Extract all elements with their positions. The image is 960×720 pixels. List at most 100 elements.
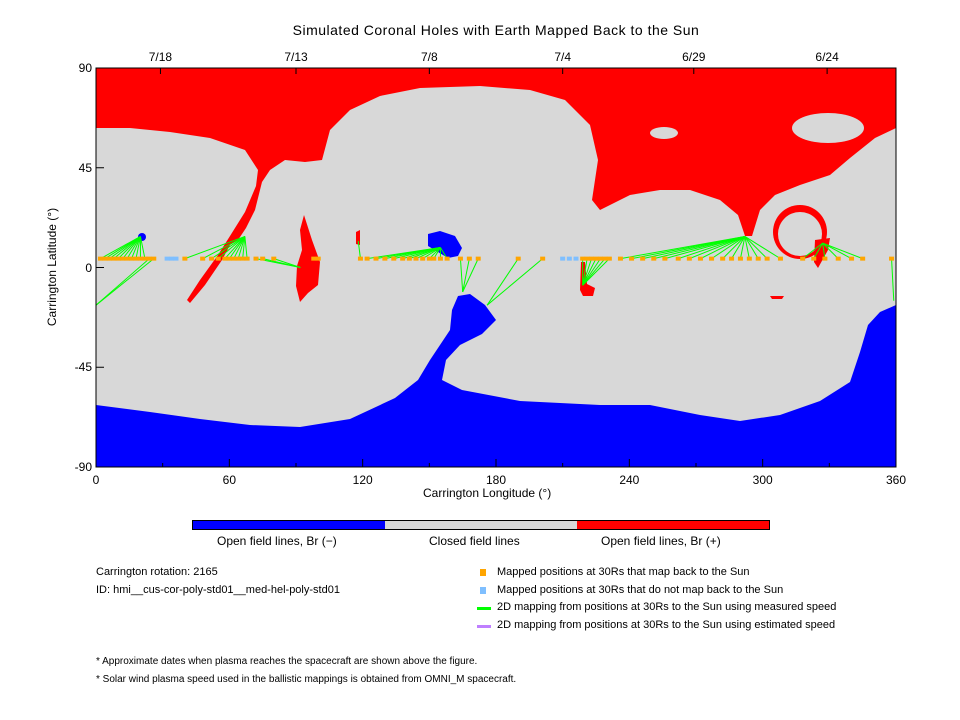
unmapped-point [566,256,572,261]
y-axis-label: Carrington Latitude (°) [45,207,59,327]
mapped-point [746,256,752,261]
mapped-point [889,256,895,261]
mapped-point [271,256,277,261]
positive-open-region [580,262,595,296]
y-tick-label: 45 [78,160,92,175]
mapping-line [459,258,464,292]
mapped-point [111,256,117,261]
mapped-point [222,256,228,261]
mapping-line [117,236,141,259]
mapping-line [462,258,470,292]
mapped-point [640,256,646,261]
mapped-point [426,256,432,261]
mapped-point [200,256,206,261]
colorbar-closed [385,521,577,529]
mapping-line [582,258,597,286]
legend-mapped-label: Mapped positions at 30Rs that map back t… [497,566,750,578]
closed-bubble [792,113,864,143]
mapping-line [582,258,606,286]
mapped-point [137,256,143,261]
mapped-point [729,256,735,261]
mapping-line [744,236,750,259]
mapped-point [124,256,130,261]
mapping-line [822,242,839,259]
legend-unmapped-label: Mapped positions at 30Rs that do not map… [497,584,784,596]
positive-open-region [770,296,784,299]
mapped-point [226,256,232,261]
mapped-point [457,256,463,261]
x-tick-label: 60 [222,473,236,487]
mapping-line [678,235,746,260]
mapped-point [209,256,215,261]
unmapped-point [560,256,566,261]
mapping-line [244,236,248,259]
date-label: 6/24 [815,50,839,64]
mapping-line [486,258,519,306]
mapped-point [617,256,623,261]
mapping-line [462,258,479,293]
mapped-point [97,256,103,261]
y-tick-label: 0 [85,260,92,275]
unmapped-point [173,256,179,261]
mapped-point [755,256,761,261]
mapping-line [357,240,361,259]
colorbar-label-negative: Open field lines, Br (−) [217,534,337,548]
mapping-line [135,236,141,259]
mapped-point [835,256,841,261]
mapped-point [737,256,743,261]
mapped-point [466,256,472,261]
mapped-point [115,256,121,261]
closed-bubble [778,212,822,256]
mapped-point [584,256,590,261]
mapping-line [689,236,746,260]
colorbar-negative [193,521,385,529]
closed-bubble [650,127,678,139]
mapping-line [211,236,246,260]
mapped-point [235,256,241,261]
mapping-line [822,242,863,260]
mapping-line [184,235,246,260]
mapped-point [515,256,521,261]
mapping-line [96,258,155,306]
mapped-point [606,256,612,261]
mapped-point [720,256,726,261]
mapping-line [722,236,746,259]
y-tick-label: 90 [78,61,92,75]
model-id: ID: hmi__cus-cor-poly-std01__med-hel-pol… [96,584,340,596]
legend-estimated-line [477,625,491,628]
mapping-line [233,236,246,259]
mapping-line [422,247,441,260]
date-label: 7/8 [420,50,438,64]
negative-open-region-south [96,294,896,467]
legend-measured-label: 2D mapping from positions at 30Rs to the… [497,601,837,613]
x-axis-label: Carrington Longitude (°) [423,486,552,500]
mapping-line [744,236,781,260]
colorbar [192,520,770,530]
mapped-point [151,256,157,261]
mapped-point [629,256,635,261]
mapped-point [129,256,135,261]
mapped-point [860,256,866,261]
x-tick-label: 180 [485,473,507,487]
mapped-point [253,256,259,261]
mapped-point [106,256,112,261]
positive-open-region [296,215,320,302]
mapped-point [420,256,426,261]
mapped-point [697,256,703,261]
mapping-line [582,258,593,286]
mapping-line [217,236,246,260]
note-dates: * Approximate dates when plasma reaches … [96,656,478,667]
mapping-line [139,236,146,259]
mapped-point [364,256,370,261]
mapped-point [400,256,406,261]
mapped-point [406,256,412,261]
mapped-point [540,256,546,261]
mapped-point [215,256,221,261]
mapping-line [711,236,746,260]
mapping-line [891,258,895,301]
mapped-point [146,256,152,261]
positive-open-region-north [96,68,896,303]
x-tick-label: 120 [352,473,373,487]
mapped-point [675,256,681,261]
